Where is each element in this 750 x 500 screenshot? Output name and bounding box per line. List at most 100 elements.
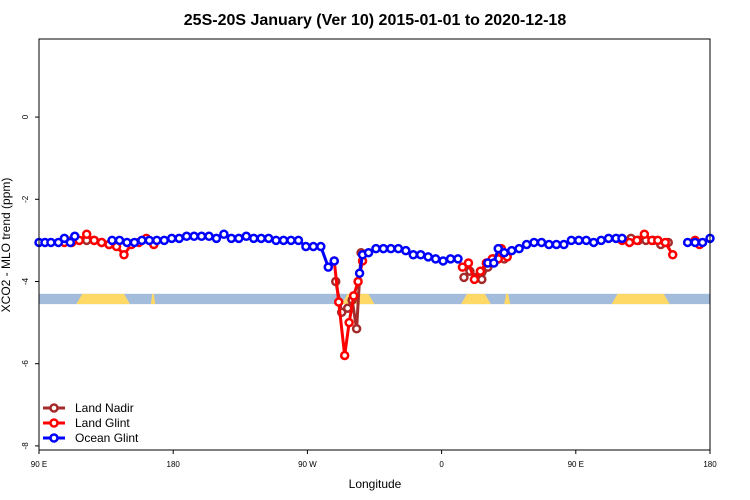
data-point — [459, 272, 469, 283]
data-point — [371, 243, 381, 254]
legend-swatch-marker — [49, 433, 59, 443]
data-point — [667, 250, 678, 260]
data-point — [493, 243, 504, 254]
data-point — [152, 235, 162, 246]
data-point — [544, 239, 554, 250]
data-point — [271, 235, 281, 246]
data-point — [226, 233, 237, 244]
data-point — [574, 235, 584, 246]
data-point — [697, 237, 708, 248]
data-point — [344, 317, 354, 328]
x-tick-label: 90 E — [568, 460, 584, 469]
data-point — [401, 245, 411, 256]
data-point — [489, 258, 499, 268]
data-point — [438, 256, 448, 266]
data-point — [653, 235, 663, 246]
data-point — [129, 237, 140, 248]
data-point — [241, 231, 252, 242]
data-point — [457, 262, 468, 272]
land-segment — [460, 293, 491, 305]
data-point — [316, 241, 326, 252]
data-point — [386, 243, 396, 254]
y-axis: 0 -2 -4 -6 -8 — [21, 114, 39, 449]
data-point — [351, 324, 362, 334]
data-point — [96, 237, 107, 248]
data-point — [278, 235, 289, 246]
data-point — [536, 237, 547, 248]
series-ocean-glint — [34, 229, 715, 279]
legend-label: Land Nadir — [75, 401, 134, 415]
data-point — [463, 258, 474, 268]
data-point — [393, 243, 404, 254]
plot-frame — [38, 38, 711, 451]
data-point — [506, 245, 517, 256]
x-tick-label: 90 E — [31, 460, 47, 469]
data-point — [453, 254, 463, 264]
data-point — [378, 243, 389, 254]
data-point — [430, 254, 441, 264]
data-point — [559, 239, 569, 250]
data-point — [89, 235, 99, 246]
data-point — [632, 235, 642, 246]
data-point — [114, 235, 125, 246]
data-point — [65, 237, 76, 248]
data-point — [415, 250, 426, 260]
y-tick-label: -4 — [21, 277, 30, 285]
data-point — [59, 233, 70, 244]
data-point — [339, 350, 350, 361]
data-point — [189, 231, 199, 242]
data-point — [639, 229, 650, 239]
data-point — [445, 254, 456, 264]
data-point — [196, 231, 207, 242]
data-point — [81, 229, 92, 239]
legend-swatch-marker — [49, 403, 59, 413]
x-tick-label: 180 — [167, 460, 181, 469]
data-point — [234, 233, 244, 244]
x-axis-label: Longitude — [349, 477, 402, 491]
data-point — [682, 237, 693, 248]
data-point — [333, 297, 344, 307]
y-tick-label: -8 — [21, 442, 30, 450]
data-point — [660, 237, 671, 248]
data-point — [122, 237, 132, 248]
data-point — [263, 233, 274, 244]
land-segment — [150, 293, 156, 305]
data-point — [363, 247, 374, 258]
data-point — [624, 237, 635, 248]
data-point — [181, 231, 192, 242]
data-point — [248, 233, 259, 244]
data-point — [469, 274, 480, 285]
data-point — [301, 241, 311, 252]
legend-label: Land Glint — [75, 416, 130, 430]
legend-swatch-marker — [49, 418, 59, 428]
x-tick-label: 90 W — [298, 460, 317, 469]
x-axis: 90 E 180 90 W 0 90 E 180 — [31, 450, 717, 469]
data-point — [551, 239, 562, 250]
data-point — [211, 233, 222, 244]
y-tick-label: -2 — [21, 195, 30, 203]
chart-title: 25S-20S January (Ver 10) 2015-01-01 to 2… — [184, 12, 567, 29]
y-tick-label: -6 — [21, 360, 30, 368]
y-tick-label: 0 — [21, 114, 30, 119]
data-point — [137, 235, 147, 246]
ocean-band — [39, 293, 710, 305]
data-point — [70, 231, 80, 242]
legend-item: Ocean Glint — [43, 431, 139, 445]
data-point — [617, 233, 627, 244]
data-point — [581, 235, 591, 246]
data-point — [293, 235, 304, 246]
land-mask-band — [39, 293, 710, 305]
data-point — [144, 235, 155, 246]
legend-item: Land Nadir — [43, 401, 134, 415]
land-segment — [611, 293, 670, 305]
data-point — [596, 235, 606, 246]
data-point — [477, 274, 487, 285]
data-point — [204, 231, 214, 242]
data-point — [529, 237, 539, 248]
data-point — [566, 235, 577, 246]
data-point — [475, 266, 486, 276]
series-layer — [34, 229, 715, 361]
legend-label: Ocean Glint — [75, 431, 139, 445]
